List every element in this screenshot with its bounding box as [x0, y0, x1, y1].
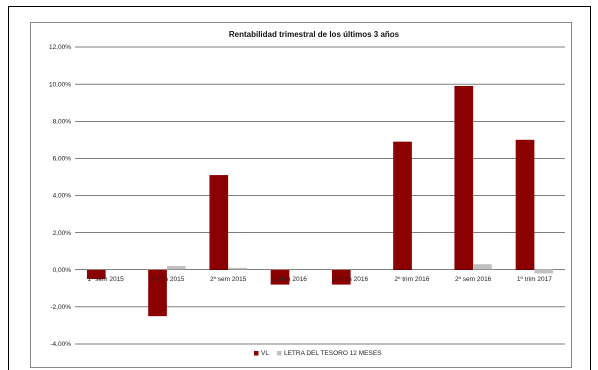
y-tick-label: -4,00%: [50, 341, 71, 348]
legend: VL LETRA DEL TESORO 12 MESES: [254, 350, 382, 357]
y-tick-label: 12,00%: [49, 44, 71, 51]
bar-vl: [331, 269, 351, 285]
x-tick-label: 2º trim 2016: [394, 276, 429, 283]
bar-vl: [86, 269, 106, 280]
y-axis-ticks: -4,00% -2,00% 0,00% 2,00% 4,00% 6,00% 8,00% 10,…: [49, 44, 71, 348]
gridlines: [75, 46, 565, 345]
x-tick-label: 1º trim 2016: [272, 276, 307, 283]
bar-letra-tesoro: [166, 266, 186, 270]
x-tick-label: 1º trim 2017: [517, 276, 552, 283]
y-tick-label: 2,00%: [53, 230, 72, 237]
bar-letra-tesoro: [473, 264, 492, 270]
bar-letra-tesoro: [228, 267, 247, 270]
y-tick-label: -2,00%: [50, 304, 71, 311]
page-frame-right: [590, 6, 591, 370]
y-tick-label: 6,00%: [53, 156, 72, 163]
bar-vl: [393, 141, 412, 270]
y-tick-label: 10,00%: [49, 81, 71, 88]
y-tick-label: 0,00%: [53, 267, 72, 274]
y-tick-label: 8,00%: [53, 118, 72, 125]
bar-vl: [209, 175, 229, 270]
legend-swatch: [276, 351, 282, 356]
y-tick-label: 4,00%: [53, 193, 72, 200]
bar-vl: [454, 85, 474, 270]
x-tick-label: 1º trim 2016: [333, 276, 368, 283]
page-frame-left: [8, 6, 9, 370]
legend-label: VL: [261, 350, 269, 357]
bar-vl: [515, 139, 535, 270]
page-frame-top: [8, 6, 591, 7]
bar-letra-tesoro: [534, 269, 554, 274]
x-axis-labels: 1º sem 2015 1º trim 2015 2º sem 2015 1º tri…: [87, 276, 552, 283]
legend-swatch: [254, 351, 259, 356]
chart-title: Rentabilidad trimestral de los últimos 3…: [229, 30, 400, 39]
bar-vl: [270, 269, 290, 285]
bars: [86, 85, 554, 317]
bar-vl: [148, 269, 167, 317]
legend-label: LETRA DEL TESORO 12 MESES: [284, 350, 382, 357]
x-tick-label: 2º sem 2015: [210, 276, 247, 283]
x-tick-label: 1º trim 2015: [149, 276, 184, 283]
x-tick-label: 1º sem 2015: [87, 276, 124, 283]
chart-container: [30, 22, 572, 368]
x-tick-label: 2º sem 2016: [455, 276, 492, 283]
